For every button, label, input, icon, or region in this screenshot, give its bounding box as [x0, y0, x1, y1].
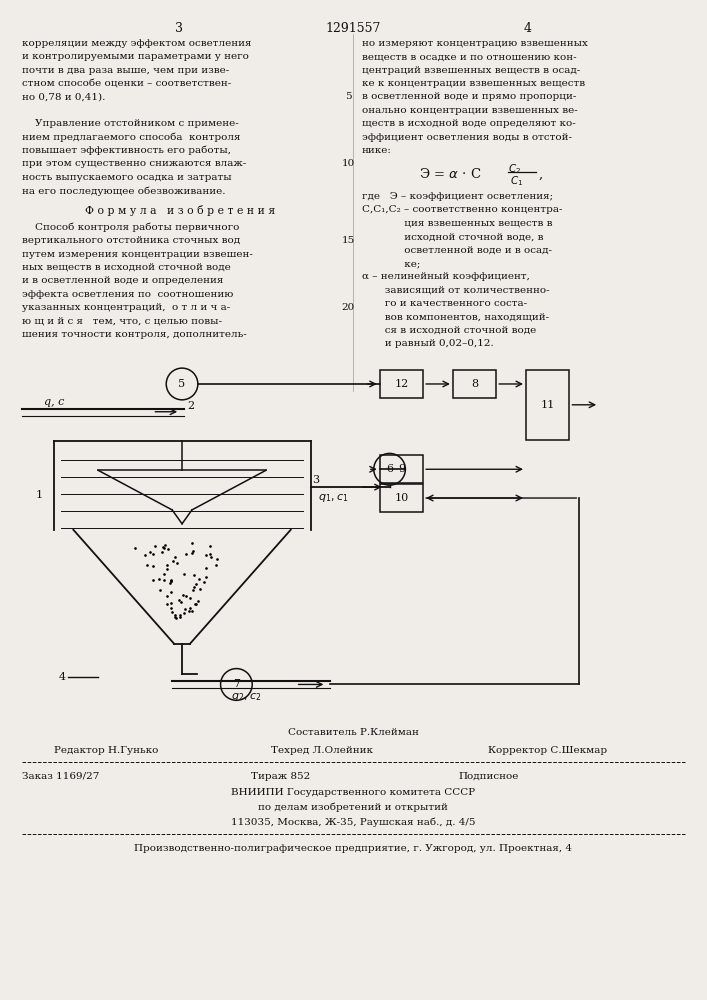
- Bar: [380, 370, 423, 398]
- Text: 10: 10: [341, 159, 355, 168]
- Text: q, c: q, c: [44, 397, 64, 407]
- Bar: [452, 370, 496, 398]
- Text: эффекта осветления по  соотношению: эффекта осветления по соотношению: [22, 290, 233, 299]
- Text: 8: 8: [471, 379, 478, 389]
- Text: ,: ,: [539, 167, 543, 180]
- Text: 9: 9: [398, 464, 405, 474]
- Text: и в осветленной воде и определения: и в осветленной воде и определения: [22, 276, 223, 285]
- Text: $C_1$: $C_1$: [510, 174, 523, 188]
- Text: Управление отстойником с примене-: Управление отстойником с примене-: [22, 119, 239, 128]
- Text: нике:: нике:: [362, 146, 392, 155]
- Text: Производственно-полиграфическое предприятие, г. Ужгород, ул. Проектная, 4: Производственно-полиграфическое предприя…: [134, 844, 572, 853]
- Text: го и качественного соста-: го и качественного соста-: [362, 299, 527, 308]
- Text: вертикального отстойника сточных вод: вертикального отстойника сточных вод: [22, 236, 240, 245]
- Text: Редактор Н.Гунько: Редактор Н.Гунько: [54, 746, 158, 755]
- Text: стном способе оценки – соответствен-: стном способе оценки – соответствен-: [22, 79, 231, 88]
- Text: корреляции между эффектом осветления: корреляции между эффектом осветления: [22, 39, 252, 48]
- Text: 4: 4: [524, 22, 532, 35]
- Text: Подписное: Подписное: [459, 772, 519, 781]
- Text: но измеряют концентрацию взвешенных: но измеряют концентрацию взвешенных: [362, 39, 588, 48]
- Text: 15: 15: [341, 236, 355, 245]
- Text: 4: 4: [59, 672, 66, 682]
- Text: Э = $\alpha$ · С: Э = $\alpha$ · С: [419, 167, 481, 181]
- Text: С,С₁,С₂ – соответственно концентра-: С,С₁,С₂ – соответственно концентра-: [362, 205, 562, 214]
- Text: ция взвешенных веществ в: ция взвешенных веществ в: [362, 219, 552, 228]
- Text: ся в исходной сточной воде: ся в исходной сточной воде: [362, 326, 536, 335]
- Text: 1: 1: [36, 490, 43, 500]
- Text: ВНИИПИ Государственного комитета СССР: ВНИИПИ Государственного комитета СССР: [231, 788, 475, 797]
- Text: указанных концентраций,  о т л и ч а-: указанных концентраций, о т л и ч а-: [22, 303, 230, 312]
- Bar: [380, 484, 423, 512]
- Text: Составитель Р.Клейман: Составитель Р.Клейман: [288, 728, 419, 737]
- Text: 10: 10: [395, 493, 409, 503]
- Bar: [380, 455, 423, 483]
- Text: повышает эффективность его работы,: повышает эффективность его работы,: [22, 146, 231, 155]
- Text: $q_2, c_2$: $q_2, c_2$: [231, 691, 262, 703]
- Text: 20: 20: [341, 303, 355, 312]
- Text: шения точности контроля, дополнитель-: шения точности контроля, дополнитель-: [22, 330, 247, 339]
- Text: при этом существенно снижаются влаж-: при этом существенно снижаются влаж-: [22, 159, 246, 168]
- Text: ке;: ке;: [362, 259, 420, 268]
- Text: ных веществ в исходной сточной воде: ных веществ в исходной сточной воде: [22, 263, 230, 272]
- Text: исходной сточной воде, в: исходной сточной воде, в: [362, 232, 544, 241]
- Bar: [526, 370, 569, 440]
- Text: ке к концентрации взвешенных веществ: ке к концентрации взвешенных веществ: [362, 79, 585, 88]
- Text: на его последующее обезвоживание.: на его последующее обезвоживание.: [22, 186, 226, 196]
- Text: и контролируемыми параметрами у него: и контролируемыми параметрами у него: [22, 52, 249, 61]
- Text: зависящий от количественно-: зависящий от количественно-: [362, 286, 549, 295]
- Text: Ф о р м у л а   и з о б р е т е н и я: Ф о р м у л а и з о б р е т е н и я: [85, 205, 275, 216]
- Text: ю щ и й с я   тем, что, с целью повы-: ю щ и й с я тем, что, с целью повы-: [22, 317, 222, 326]
- Text: почти в два раза выше, чем при изве-: почти в два раза выше, чем при изве-: [22, 66, 229, 75]
- Text: 6: 6: [386, 464, 393, 474]
- Text: в осветленной воде и прямо пропорци-: в осветленной воде и прямо пропорци-: [362, 92, 576, 101]
- Text: ность выпускаемого осадка и затраты: ность выпускаемого осадка и затраты: [22, 173, 232, 182]
- Text: путем измерения концентрации взвешен-: путем измерения концентрации взвешен-: [22, 250, 253, 259]
- Text: где   Э – коэффициент осветления;: где Э – коэффициент осветления;: [362, 192, 553, 201]
- Text: 1291557: 1291557: [325, 22, 380, 35]
- Text: 5: 5: [345, 92, 351, 101]
- Text: 11: 11: [541, 400, 555, 410]
- Text: Тираж 852: Тираж 852: [251, 772, 310, 781]
- Text: Способ контроля работы первичного: Способ контроля работы первичного: [22, 223, 240, 232]
- Text: онально концентрации взвешенных ве-: онально концентрации взвешенных ве-: [362, 106, 578, 115]
- Text: Заказ 1169/27: Заказ 1169/27: [22, 772, 99, 781]
- Text: 12: 12: [395, 379, 409, 389]
- Text: осветленной воде и в осад-: осветленной воде и в осад-: [362, 246, 552, 255]
- Text: веществ в осадке и по отношению кон-: веществ в осадке и по отношению кон-: [362, 52, 576, 61]
- Text: 3: 3: [175, 22, 183, 35]
- Text: $q_1, c_1$: $q_1, c_1$: [318, 492, 349, 504]
- Text: ществ в исходной воде определяют ко-: ществ в исходной воде определяют ко-: [362, 119, 575, 128]
- Text: 5: 5: [178, 379, 186, 389]
- Text: $C_2$: $C_2$: [508, 162, 521, 176]
- Text: но 0,78 и 0,41).: но 0,78 и 0,41).: [22, 92, 105, 101]
- Text: Техред Л.Олейник: Техред Л.Олейник: [271, 746, 373, 755]
- Text: и равный 0,02–0,12.: и равный 0,02–0,12.: [362, 339, 493, 348]
- Text: 3: 3: [312, 475, 320, 485]
- Text: центраций взвешенных веществ в осад-: центраций взвешенных веществ в осад-: [362, 66, 580, 75]
- Text: вов компонентов, находящий-: вов компонентов, находящий-: [362, 313, 549, 322]
- Text: 7: 7: [233, 679, 240, 689]
- Text: 113035, Москва, Ж-35, Раушская наб., д. 4/5: 113035, Москва, Ж-35, Раушская наб., д. …: [230, 817, 475, 827]
- Text: 2: 2: [187, 401, 194, 411]
- Text: α – нелинейный коэффициент,: α – нелинейный коэффициент,: [362, 272, 530, 281]
- Text: нием предлагаемого способа  контроля: нием предлагаемого способа контроля: [22, 133, 240, 142]
- Text: эффициент осветления воды в отстой-: эффициент осветления воды в отстой-: [362, 133, 572, 142]
- Text: по делам изобретений и открытий: по делам изобретений и открытий: [258, 802, 448, 812]
- Text: Корректор С.Шекмар: Корректор С.Шекмар: [489, 746, 607, 755]
